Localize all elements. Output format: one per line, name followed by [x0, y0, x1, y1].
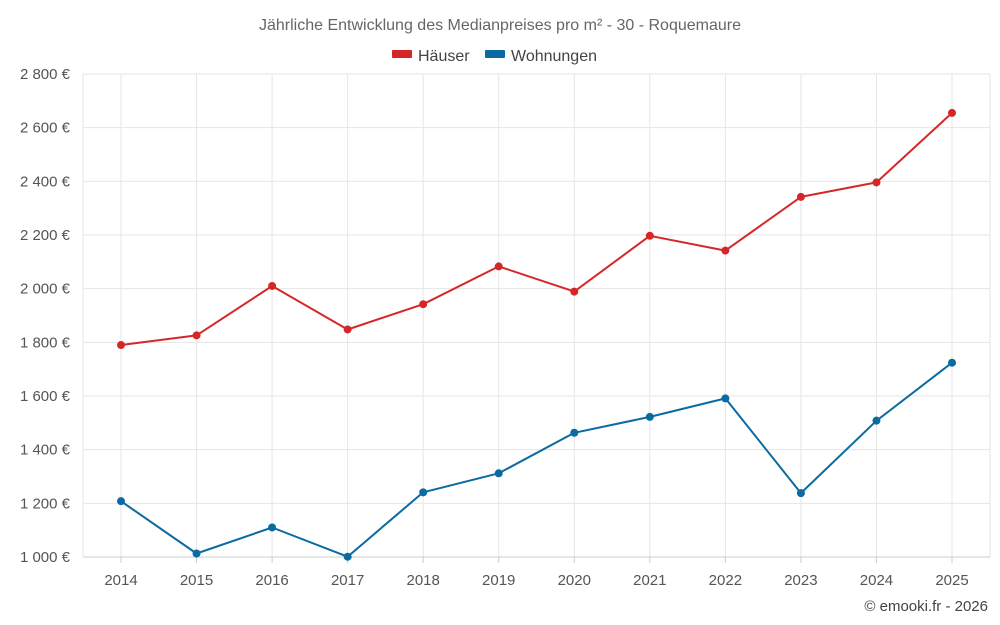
- x-tick-label: 2019: [482, 572, 515, 589]
- data-point-wohnungen-2019[interactable]: [494, 469, 503, 478]
- series-line-haeuser: [120, 112, 953, 346]
- data-point-haeuser-2024[interactable]: [872, 178, 881, 187]
- x-tick-label: 2022: [709, 572, 742, 589]
- data-point-wohnungen-2015[interactable]: [192, 549, 201, 558]
- grid: [82, 73, 991, 558]
- legend-swatch-haeuser: [392, 50, 412, 58]
- x-tick-label: 2017: [331, 572, 364, 589]
- data-point-haeuser-2017[interactable]: [343, 325, 352, 334]
- data-point-haeuser-2015[interactable]: [192, 331, 201, 340]
- x-tick-label: 2024: [860, 572, 893, 589]
- legend-label-wohnungen: Wohnungen: [511, 48, 597, 65]
- y-tick-label: 1 200 €: [20, 495, 71, 512]
- x-tick-label: 2016: [255, 572, 288, 589]
- data-point-haeuser-2021[interactable]: [645, 231, 654, 240]
- data-point-haeuser-2018[interactable]: [419, 300, 428, 309]
- y-tick-label: 2 200 €: [20, 227, 71, 244]
- legend-item-wohnungen[interactable]: Wohnungen: [485, 48, 597, 65]
- legend-swatch-wohnungen: [485, 50, 505, 58]
- x-tick-label: 2020: [558, 572, 591, 589]
- data-point-wohnungen-2016[interactable]: [268, 523, 277, 532]
- chart-title: Jährliche Entwicklung des Medianpreises …: [259, 17, 741, 34]
- x-axis: 2014 2015 2016 2017 2018 2019 2020 2021 2022 2023…: [83, 556, 990, 589]
- data-point-wohnungen-2014[interactable]: [117, 497, 125, 506]
- credit-text: © emooki.fr - 2026: [864, 598, 988, 615]
- data-point-wohnungen-2022[interactable]: [721, 394, 730, 403]
- y-tick-label: 1 800 €: [20, 334, 71, 351]
- data-point-wohnungen-2025[interactable]: [948, 358, 956, 367]
- x-tick-label: 2014: [104, 572, 137, 589]
- legend: Häuser Wohnungen: [392, 48, 597, 65]
- data-point-haeuser-2022[interactable]: [721, 246, 730, 255]
- data-point-wohnungen-2018[interactable]: [419, 488, 428, 497]
- data-point-haeuser-2025[interactable]: [948, 108, 956, 117]
- data-point-wohnungen-2024[interactable]: [872, 416, 881, 425]
- data-point-wohnungen-2021[interactable]: [645, 412, 654, 421]
- data-point-wohnungen-2020[interactable]: [570, 428, 579, 437]
- series-line-wohnungen: [120, 361, 953, 558]
- x-tick-label: 2021: [633, 572, 666, 589]
- x-tick-label: 2025: [935, 572, 968, 589]
- plot-area: [117, 108, 956, 561]
- x-tick-label: 2018: [406, 572, 439, 589]
- y-tick-label: 1 400 €: [20, 442, 71, 459]
- data-point-haeuser-2019[interactable]: [494, 262, 503, 271]
- data-point-haeuser-2023[interactable]: [796, 192, 805, 201]
- legend-item-haeuser[interactable]: Häuser: [392, 48, 470, 65]
- data-point-haeuser-2020[interactable]: [570, 287, 579, 296]
- data-point-haeuser-2014[interactable]: [117, 341, 125, 350]
- y-tick-label: 1 600 €: [20, 388, 71, 405]
- data-point-wohnungen-2023[interactable]: [796, 489, 805, 498]
- y-tick-label: 2 000 €: [20, 281, 71, 298]
- x-tick-label: 2023: [784, 572, 817, 589]
- y-tick-label: 1 000 €: [20, 549, 71, 566]
- x-tick-label: 2015: [180, 572, 213, 589]
- y-tick-label: 2 800 €: [20, 66, 71, 83]
- legend-label-haeuser: Häuser: [418, 48, 470, 65]
- data-point-wohnungen-2017[interactable]: [343, 552, 352, 561]
- y-axis: 1 000 € 1 200 € 1 400 € 1 600 € 1 800 € 2 000…: [20, 66, 71, 566]
- y-tick-label: 2 400 €: [20, 173, 71, 190]
- data-point-haeuser-2016[interactable]: [268, 281, 277, 290]
- y-tick-label: 2 600 €: [20, 120, 71, 137]
